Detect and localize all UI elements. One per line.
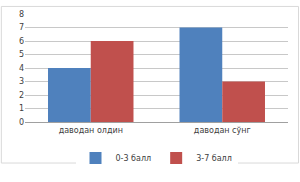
svg-text:3-7 балл: 3-7 балл — [196, 154, 232, 163]
svg-text:7: 7 — [19, 23, 24, 32]
svg-text:6: 6 — [19, 37, 24, 46]
svg-text:0-3 балл: 0-3 балл — [116, 154, 152, 163]
svg-text:1: 1 — [19, 104, 24, 113]
svg-text:4: 4 — [19, 64, 24, 73]
svg-text:3: 3 — [19, 77, 24, 86]
svg-text:8: 8 — [19, 10, 24, 19]
svg-text:5: 5 — [19, 50, 24, 59]
svg-text:2: 2 — [19, 91, 24, 100]
svg-text:даводан сўнг: даводан сўнг — [194, 126, 251, 135]
svg-text:0: 0 — [19, 118, 24, 127]
svg-text:даводан олдин: даводан олдин — [59, 126, 123, 135]
